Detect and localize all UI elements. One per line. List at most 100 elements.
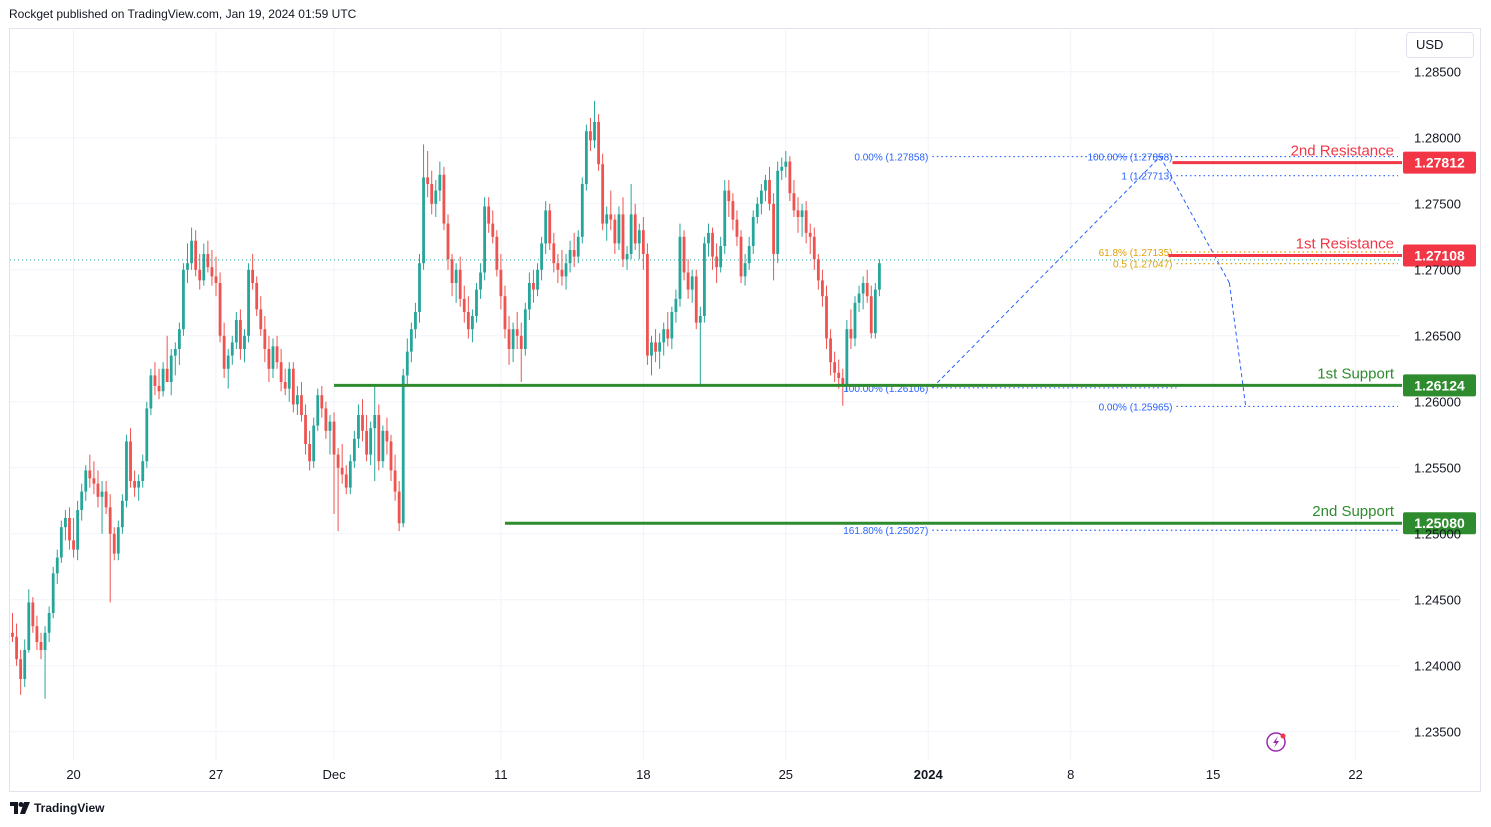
candle-body: [173, 349, 177, 356]
candle: [31, 597, 35, 633]
candle: [373, 385, 377, 481]
candle-body: [747, 246, 751, 264]
candle: [487, 197, 491, 233]
candle-body: [377, 415, 381, 462]
candle: [495, 230, 499, 277]
x-tick-label: 22: [1348, 767, 1362, 782]
candle-body: [825, 296, 828, 339]
candle-body: [332, 421, 336, 455]
candle: [283, 368, 287, 396]
level-support: 2nd Support 1.25080: [504, 503, 1476, 535]
candle: [609, 190, 613, 231]
candle-body: [226, 355, 230, 369]
y-tick-label: 1.25500: [1414, 460, 1461, 475]
candle-body: [418, 263, 421, 313]
candle: [613, 214, 617, 254]
candle-body: [527, 283, 531, 310]
candle: [51, 566, 55, 619]
candle-body: [446, 223, 450, 260]
candle-body: [255, 283, 259, 310]
candle-body: [230, 342, 234, 356]
candle-body: [515, 329, 519, 336]
candle: [540, 236, 543, 281]
candle-body: [483, 206, 487, 273]
candle-body: [141, 461, 145, 481]
x-tick-label: Dec: [322, 767, 346, 782]
candle: [788, 156, 792, 202]
candle-body: [727, 190, 731, 202]
candle: [263, 316, 267, 363]
candle: [552, 232, 556, 273]
candle: [47, 606, 51, 643]
candle: [165, 335, 169, 382]
candle-body: [735, 219, 739, 237]
candle: [601, 153, 605, 231]
candle: [837, 359, 841, 389]
candle-body: [104, 491, 108, 508]
candle: [792, 180, 796, 217]
candle-body: [841, 378, 845, 386]
candle-body: [11, 632, 14, 637]
candle: [145, 401, 149, 468]
candle-body: [80, 491, 84, 511]
currency-selector[interactable]: USD: [1406, 32, 1474, 58]
candle: [234, 312, 238, 349]
chart-canvas[interactable]: 0.00% (1.27858) 100.00% (1.27858) 1 (1.277…: [0, 0, 1491, 800]
candle: [125, 434, 128, 508]
candle: [629, 184, 633, 260]
candle-body: [536, 269, 539, 290]
candle-body: [694, 276, 698, 323]
candle: [324, 401, 328, 439]
fib-level-label: 0.00% (1.25965): [1099, 402, 1173, 413]
level-name: 1st Support: [1317, 365, 1395, 382]
candle: [633, 203, 637, 250]
candle-body: [816, 259, 820, 281]
candle-body: [218, 283, 222, 336]
candle: [650, 335, 653, 376]
candle-body: [438, 174, 442, 191]
alert-icon[interactable]: [1266, 732, 1286, 752]
candle-body: [572, 250, 576, 257]
candle-body: [35, 626, 39, 643]
candle-body: [320, 395, 324, 409]
candle: [593, 100, 596, 149]
candle-body: [829, 338, 832, 363]
candle: [177, 322, 181, 365]
level-price-label: 1.27812: [1414, 155, 1465, 171]
candle: [434, 180, 438, 217]
candle: [682, 230, 686, 281]
candle: [64, 510, 67, 541]
candle: [560, 250, 564, 286]
candle-body: [544, 210, 548, 244]
candle-body: [625, 253, 629, 260]
candle: [39, 632, 43, 660]
candle-body: [64, 517, 67, 528]
level-resistance: 1st Resistance 1.27108: [1168, 236, 1476, 267]
candle: [861, 276, 865, 310]
candle-body: [149, 375, 153, 409]
candle-body: [267, 349, 271, 369]
candle: [865, 269, 869, 303]
fib-level: 61.8% (1.27135): [1099, 248, 1398, 259]
publisher-header: Rockget published on TradingView.com, Ja…: [9, 7, 357, 21]
candle-body: [243, 335, 246, 349]
x-tick-label: 25: [779, 767, 793, 782]
candle: [210, 250, 214, 286]
candle: [507, 316, 511, 365]
candle: [829, 329, 832, 376]
candle: [190, 227, 193, 270]
candle: [320, 385, 324, 418]
chart-frame[interactable]: [9, 28, 1481, 792]
candle: [637, 223, 641, 260]
candle-body: [198, 269, 202, 281]
fib-level: 1 (1.27713): [1121, 172, 1398, 183]
candle: [825, 285, 828, 349]
candle-body: [381, 430, 385, 462]
axes-layer: 1.23500 1.24000 1.24500 1.25000 1.25500 1.260…: [66, 64, 1461, 782]
candle-body: [768, 180, 771, 204]
candle-body: [552, 243, 556, 264]
candle: [812, 227, 816, 270]
candle-body: [108, 507, 112, 534]
candle-body: [112, 533, 116, 554]
candle-body: [348, 461, 352, 488]
